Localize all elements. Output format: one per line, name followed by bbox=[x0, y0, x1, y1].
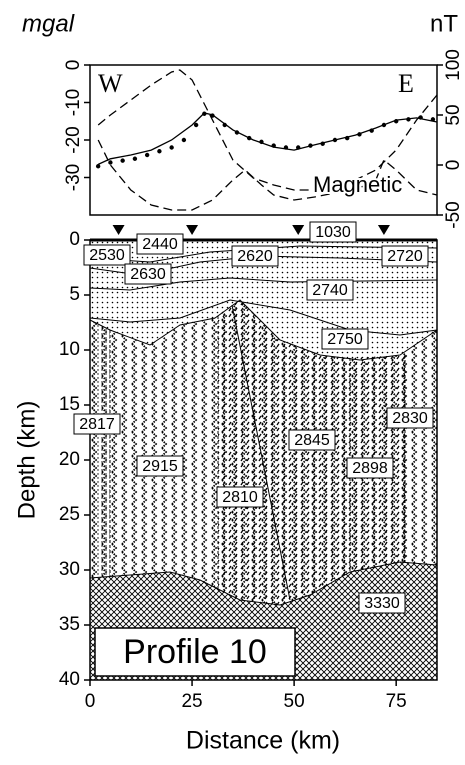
label-box bbox=[381, 245, 429, 267]
body-label: 3330 bbox=[364, 595, 400, 612]
station bbox=[186, 225, 199, 235]
label-box bbox=[136, 233, 184, 255]
section-title: Profile 10 bbox=[123, 633, 267, 671]
line bbox=[97, 112, 438, 165]
data-point bbox=[132, 156, 138, 161]
label-box bbox=[124, 263, 172, 285]
x-tick-label: 75 bbox=[386, 691, 407, 712]
boundary bbox=[231, 304, 291, 601]
x-axis-label: Distance (km) bbox=[186, 727, 340, 755]
body-label: 2720 bbox=[387, 248, 423, 265]
x-tick-label: 0 bbox=[85, 691, 96, 712]
label-box bbox=[309, 221, 357, 243]
dashed-line bbox=[97, 69, 438, 191]
y-tick-label: 40 bbox=[59, 669, 80, 690]
crust-block bbox=[90, 320, 110, 578]
body-label: 2440 bbox=[142, 236, 178, 253]
y2-axis-label: nT bbox=[430, 10, 458, 37]
boundary bbox=[89, 561, 438, 606]
annotation: W bbox=[98, 69, 123, 98]
annotation: E bbox=[398, 69, 414, 98]
data-point bbox=[193, 122, 199, 128]
y-tick-label: 10 bbox=[59, 339, 80, 360]
boundary bbox=[89, 299, 438, 361]
label-box bbox=[288, 429, 336, 451]
y2-tick-label: -50 bbox=[443, 201, 464, 228]
dashed-line bbox=[97, 139, 438, 211]
data-point bbox=[108, 160, 113, 165]
body-label: 2898 bbox=[352, 460, 388, 477]
data-point bbox=[157, 149, 162, 154]
y-tick-label: 0 bbox=[69, 229, 80, 250]
crust-block bbox=[218, 300, 405, 605]
data-point bbox=[181, 137, 187, 143]
label-box bbox=[321, 328, 369, 350]
body-label: 2845 bbox=[294, 432, 330, 449]
body-label: 2750 bbox=[327, 331, 363, 348]
body-label: 2915 bbox=[142, 458, 178, 475]
y-axis-label: mgal bbox=[22, 10, 75, 37]
y-tick-label: 30 bbox=[59, 559, 80, 580]
station bbox=[292, 225, 305, 235]
body-label: 2817 bbox=[79, 416, 115, 433]
x-tick-label: 50 bbox=[284, 691, 305, 712]
label-box bbox=[386, 407, 434, 429]
label-box bbox=[346, 457, 394, 479]
y-tick-label: 0 bbox=[63, 60, 84, 71]
label-box bbox=[231, 245, 279, 267]
y-axis-label: Depth (km) bbox=[13, 401, 40, 520]
y2-tick-label: 100 bbox=[443, 49, 464, 81]
data-point bbox=[144, 152, 150, 158]
body-label: 2810 bbox=[222, 489, 258, 506]
body-label: 2630 bbox=[130, 266, 166, 283]
annotation: Magnetic bbox=[313, 172, 402, 197]
x-tick-label: 25 bbox=[181, 691, 202, 712]
label-box bbox=[306, 279, 354, 301]
y-tick-label: -20 bbox=[63, 126, 84, 153]
label-box bbox=[73, 413, 121, 435]
body-label: 2830 bbox=[392, 410, 428, 427]
data-point bbox=[169, 145, 174, 150]
body-label: 2530 bbox=[89, 247, 125, 264]
y-tick-label: 5 bbox=[69, 284, 80, 305]
y-tick-label: -10 bbox=[63, 89, 84, 116]
label-box bbox=[136, 455, 184, 477]
y-tick-label: 25 bbox=[59, 504, 80, 525]
y2-tick-label: 50 bbox=[443, 104, 464, 125]
data-point bbox=[95, 164, 101, 169]
body-label: 2740 bbox=[312, 282, 348, 299]
body-label: 2620 bbox=[237, 248, 273, 265]
body-label: 1030 bbox=[315, 224, 351, 241]
label-box bbox=[216, 486, 264, 508]
y2-tick-label: 0 bbox=[443, 160, 464, 171]
label-box bbox=[83, 244, 131, 266]
boundary bbox=[89, 299, 438, 336]
y-tick-label: 35 bbox=[59, 614, 80, 635]
label-box bbox=[358, 592, 406, 614]
title-box bbox=[94, 627, 296, 677]
y-tick-label: 20 bbox=[59, 449, 80, 470]
y-tick-label: -30 bbox=[63, 164, 84, 191]
station bbox=[377, 225, 390, 235]
station bbox=[112, 225, 125, 235]
y-tick-label: 15 bbox=[59, 394, 80, 415]
data-point bbox=[120, 158, 125, 163]
